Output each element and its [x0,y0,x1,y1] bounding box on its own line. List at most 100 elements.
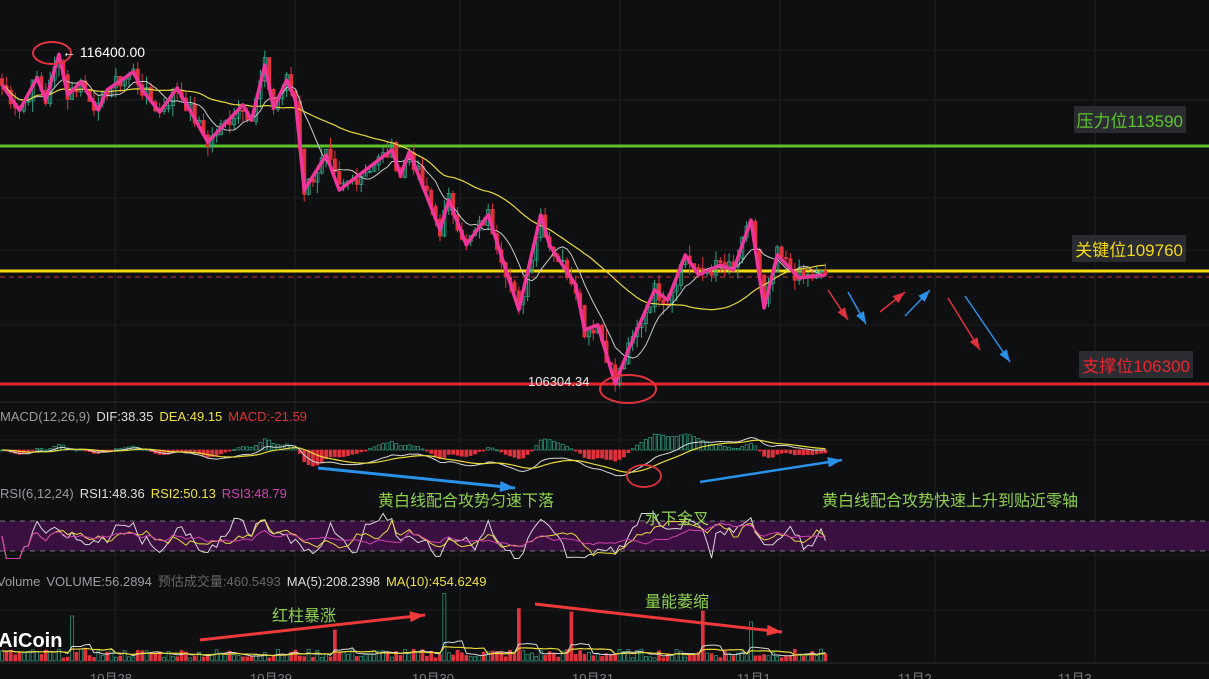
volume-bar [411,648,416,662]
macd-bar [201,449,206,456]
candle [674,284,679,293]
volume-bar [192,655,197,662]
macd-bar [30,449,35,452]
volume-bar [188,657,193,662]
macd-bar [363,449,368,452]
volume-bar [587,652,591,662]
volume-bar [175,656,180,662]
macd-bar [604,449,609,460]
macd-bar [670,436,674,451]
volume-bar [372,650,377,662]
macd-bar [722,446,727,451]
volume-bar [61,657,66,662]
volume-bar [512,653,517,662]
volume-bar [311,656,315,662]
candle [696,267,701,270]
candle [0,78,4,86]
note-volume-up: 红柱暴涨 [272,608,337,625]
macd-bar [587,449,591,460]
volume-bar [788,655,793,662]
macd-bar [394,443,399,451]
macd-bar [639,441,644,451]
rsi-legend[interactable]: RSI(6,12,24) RSI1:48.36 RSI2:50.13 RSI3:48.… [0,486,293,501]
x-tick: 11月1 [737,671,771,679]
macd-bar [144,449,149,452]
candle [328,148,333,160]
macd-bar [552,440,556,451]
volume-bar [630,657,635,662]
volume-bar [74,651,79,662]
macd-bar [771,449,775,458]
volume-bar [416,651,420,662]
volume-bar [547,651,552,662]
macd-bar [499,449,504,453]
macd-bar [385,442,390,451]
x-tick: 10月28 [90,671,132,679]
volume-bar [315,650,320,662]
rsi1-line [1,512,826,559]
volume-bar [657,650,661,662]
volume-bar [214,649,219,662]
macd-dea: DEA:49.15 [159,409,223,424]
high-circle [32,41,72,65]
candle [315,172,320,183]
volume-bar [17,651,22,662]
volume-bar [262,652,267,662]
volume-bar [451,654,455,662]
volume-bar [30,649,35,662]
volume-bar [140,650,145,662]
macd-bar [206,449,210,458]
macd-bar [262,438,267,451]
volume-bar [582,653,587,662]
ma-short-line [1,78,826,359]
macd-bar [280,444,285,451]
macd-bar [368,448,372,451]
macd-bar [591,449,596,460]
volume-bar [87,655,92,662]
volume-bar [819,648,823,662]
macd-bar [324,449,328,460]
low-price-label: 106304.34 [528,374,590,389]
macd-bar [455,449,460,456]
macd-bar [784,449,788,454]
macd-bar [617,449,622,460]
macd-bar [757,449,762,452]
macd-bar [83,449,88,452]
macd-bar [446,449,451,455]
volume-bar [696,652,701,662]
macd-bar [425,449,429,452]
candle [823,270,828,276]
macd-bar [613,449,618,462]
macd-bar [438,449,442,460]
candle [337,171,342,185]
volume-bar [670,655,674,662]
volume-bar [114,656,118,662]
volume-legend[interactable]: Volume VOLUME:56.2894 预估成交量:460.5493 MA(5):… [0,571,492,590]
volume-bar [105,651,109,662]
candle [332,158,337,172]
resistance-level-label: 压力位113590 [1073,106,1186,133]
macd-bar [508,449,512,457]
annotation-arrow-head [827,457,842,468]
volume-bar [109,649,114,662]
volume-bar [306,648,311,662]
macd-bar [267,439,272,451]
macd-bar [477,449,482,452]
volume-bar [92,657,96,662]
volume-bar [573,654,578,662]
volume-bar [560,650,565,662]
macd-bar [538,439,543,451]
volume-bar [635,650,639,662]
macd-bar [683,433,688,451]
volume-bar [197,652,201,662]
volume-bar [350,649,355,662]
low-circle [599,374,657,404]
macd-legend[interactable]: MACD(12,26,9) DIF:38.35 DEA:49.15 MACD:-21.… [0,409,313,424]
volume-bar [735,652,740,662]
volume-bar [241,656,245,662]
annotation-arrow [199,613,426,642]
forecast-arrow-head [999,349,1010,362]
note-macd-up: 黄白线配合攻势快速上升到贴近零轴 [822,493,1079,510]
